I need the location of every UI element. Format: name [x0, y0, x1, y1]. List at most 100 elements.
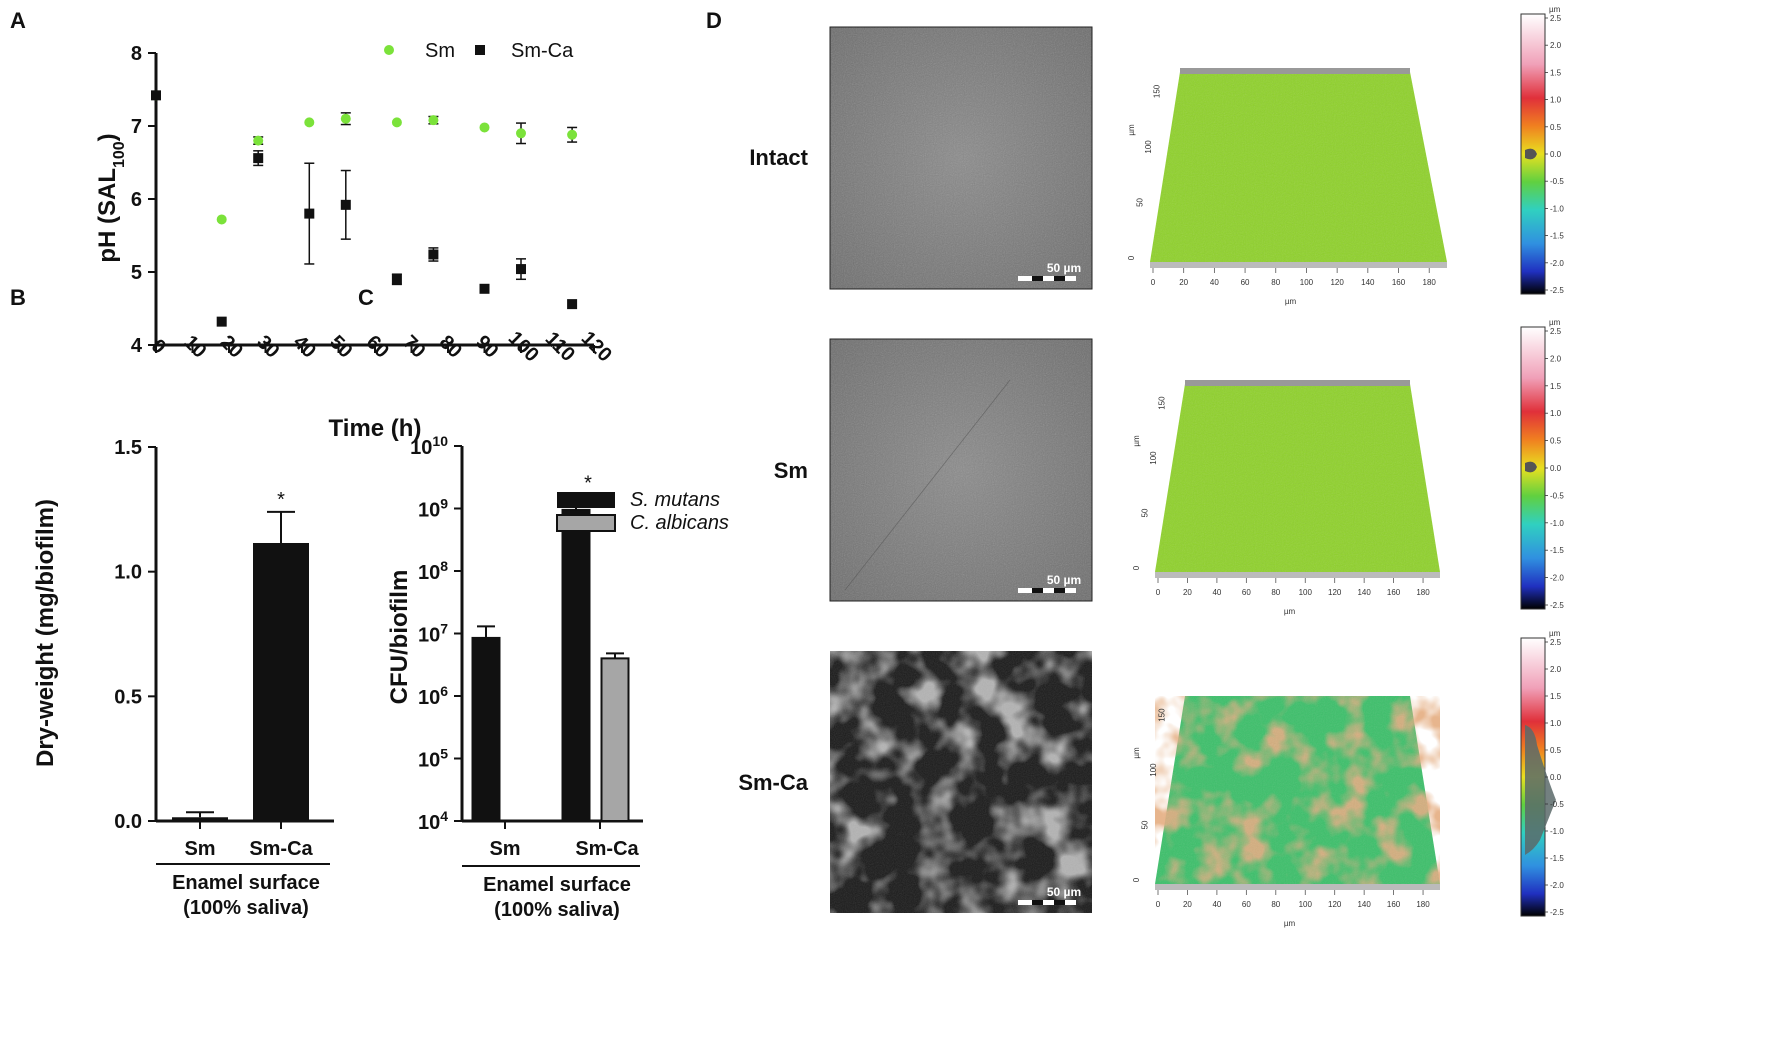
sem-image-sm-ca: 50 µm	[830, 651, 1092, 913]
sem-image-sm: 50 µm	[829, 338, 1093, 602]
x-tick-label: 100	[1300, 278, 1314, 287]
y-tick-label: 1010	[410, 433, 448, 459]
y-tick-label: 8	[131, 43, 142, 65]
x-tick-label: 20	[1183, 588, 1192, 597]
y-tick-label: 1.0	[114, 562, 142, 584]
y-tick-label: 6	[131, 189, 142, 211]
y-tick-label: 109	[418, 496, 448, 522]
y-tick-label: 0	[1132, 565, 1141, 570]
x-tick-label: 40	[289, 331, 320, 362]
data-point-sm-ca	[253, 153, 264, 164]
y-tick-label: 50	[1141, 508, 1150, 517]
x-tick-label: 20	[1179, 278, 1188, 287]
colorbar-tick-label: 1.5	[1550, 382, 1562, 391]
legend-label-s-mutans: S. mutans	[630, 489, 720, 511]
x-tick-label: 180	[1423, 278, 1437, 287]
colorbar-tick-label: 0.5	[1550, 437, 1562, 446]
data-point-sm-ca	[304, 208, 315, 219]
x-unit-label: µm	[1284, 607, 1296, 616]
panel-c-y-title: CFU/biofilm	[386, 570, 413, 705]
colorbar-tick-label: 1.5	[1550, 68, 1562, 77]
y-tick-label: 50	[1136, 197, 1145, 206]
x-tick-label: Sm-Ca	[249, 838, 313, 860]
panel-c-letter: C	[358, 285, 374, 310]
colorbar-tick-label: -1.0	[1550, 204, 1564, 213]
y-tick-label: 100	[1144, 140, 1153, 154]
colorbar-tick-label: -0.5	[1550, 491, 1564, 500]
panel-d-letter: D	[706, 8, 722, 33]
colorbar-tick-label: 0.5	[1550, 746, 1562, 755]
colorbar-sm	[1520, 326, 1546, 610]
bar-s-mutans	[561, 508, 591, 822]
x-tick-label: 160	[1387, 588, 1401, 597]
x-tick-label: 60	[1241, 278, 1250, 287]
x-tick-label: 140	[1357, 900, 1371, 909]
y-tick-label: 150	[1158, 708, 1167, 722]
x-tick-label: 160	[1387, 900, 1401, 909]
significance-star: *	[584, 473, 592, 495]
panel-c: C 104 105 106 107 108 109 1010 Sm Sm-Ca * CFU/bi…	[358, 285, 729, 921]
x-tick-label: 110	[541, 328, 579, 366]
scale-bar	[1018, 276, 1076, 281]
legend-marker-sm-ca	[475, 45, 485, 55]
x-tick-label: 0	[1151, 278, 1156, 287]
y-tick-label: 107	[418, 621, 448, 647]
x-tick-label: 140	[1357, 588, 1371, 597]
surface-3d-sm	[1155, 380, 1440, 578]
colorbar-tick-label: 1.0	[1550, 409, 1562, 418]
x-tick-label: 0	[1156, 588, 1161, 597]
x-tick-label: 50	[325, 331, 356, 362]
legend-swatch-c-albicans	[556, 514, 616, 532]
x-tick-label: 80	[435, 331, 466, 362]
x-tick-label: 70	[398, 331, 429, 362]
y-tick-label: 4	[131, 335, 143, 357]
colorbar-tick-label: 2.5	[1550, 638, 1562, 647]
colorbar-tick-label: -1.5	[1550, 854, 1564, 863]
panel-c-group-label-2: (100% saliva)	[494, 899, 620, 921]
data-point-sm-ca	[516, 264, 526, 275]
y-tick-label: 100	[1149, 763, 1158, 777]
colorbar-unit: µm	[1549, 629, 1561, 638]
colorbar-unit: µm	[1549, 5, 1561, 14]
colorbar-tick-label: 1.5	[1550, 692, 1562, 701]
data-point-sm	[304, 117, 315, 128]
data-point-sm-ca	[340, 199, 351, 210]
y-tick-label: 106	[418, 683, 448, 709]
x-tick-label: 180	[1416, 588, 1430, 597]
data-point-sm-ca	[216, 316, 227, 327]
y-tick-label: 50	[1141, 820, 1150, 829]
panel-a-points	[151, 90, 578, 327]
y-unit-label: µm	[1132, 747, 1141, 759]
panel-d: D Intact Sm Sm-Ca 50 µm 50 µm	[706, 5, 1564, 928]
data-point-sm	[516, 128, 526, 139]
x-tick-label: 160	[1392, 278, 1406, 287]
x-tick-label: 40	[1210, 278, 1219, 287]
data-point-sm-ca	[479, 283, 490, 294]
colorbar-tick-label: 1.0	[1550, 719, 1562, 728]
data-point-sm-ca	[567, 299, 578, 310]
colorbar-tick-label: -0.5	[1550, 177, 1564, 186]
panel-b: B 0.0 0.5 1.0 1.5 Sm Sm-Ca * Dry-weight (mg/b…	[10, 285, 334, 919]
colorbar-tick-label: -2.0	[1550, 881, 1564, 890]
y-tick-label: 0	[1127, 255, 1136, 260]
row-label-sm: Sm	[774, 458, 808, 483]
legend-label-c-albicans: C. albicans	[630, 512, 729, 534]
x-tick-label: 100	[504, 327, 543, 366]
scale-bar-label: 50 µm	[1047, 573, 1081, 587]
scale-bar	[1018, 588, 1076, 593]
colorbar-tick-label: -1.5	[1550, 232, 1564, 241]
y-unit-label: µm	[1127, 124, 1136, 136]
panel-b-y-title: Dry-weight (mg/biofilm)	[32, 499, 59, 767]
x-tick-label: 0	[147, 335, 170, 358]
y-tick-label: 104	[418, 808, 448, 834]
data-point-sm	[253, 135, 264, 146]
y-tick-label: 150	[1153, 84, 1162, 98]
x-tick-label: Sm	[184, 838, 215, 860]
y-tick-label: 108	[418, 558, 448, 584]
surface-3d-sm-ca	[1155, 696, 1440, 890]
legend-label-sm-ca: Sm-Ca	[511, 40, 574, 62]
colorbar-tick-label: 2.0	[1550, 41, 1562, 50]
panel-b-group-label-2: (100% saliva)	[183, 897, 309, 919]
x-tick-label: 40	[1212, 900, 1221, 909]
significance-star: *	[277, 489, 285, 511]
